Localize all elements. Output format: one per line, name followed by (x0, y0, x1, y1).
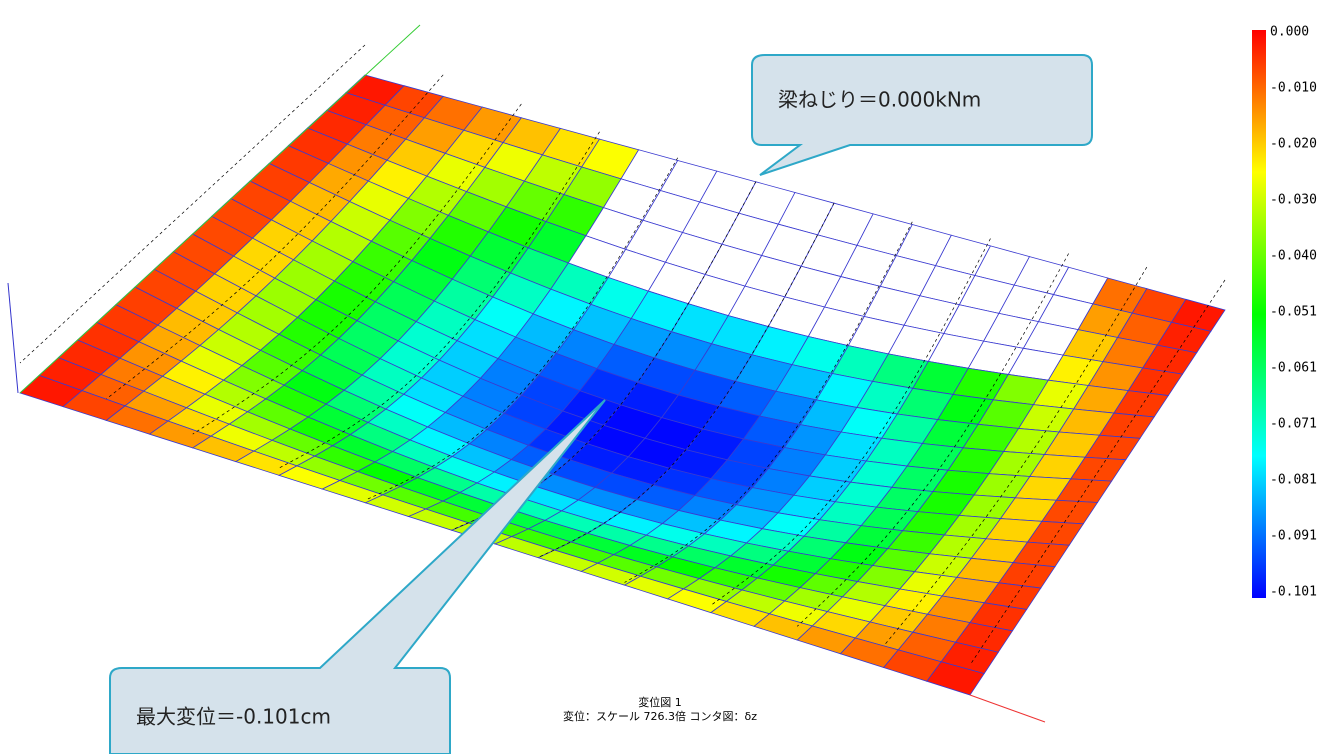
colorbar-label: -0.040 (1270, 249, 1317, 264)
colorbar-labels: 0.000 -0.010 -0.020 -0.030 -0.040 -0.051 -0.06… (1270, 25, 1317, 600)
caption: 変位：スケール 726.3倍 コンタ図：δz (563, 709, 757, 723)
callout-text: 最大変位＝-0.101cm (136, 705, 331, 729)
callout-box (752, 55, 1092, 175)
colorbar-label: -0.071 (1270, 417, 1317, 432)
page: 0.000 -0.010 -0.020 -0.030 -0.040 -0.051 -0.06… (0, 0, 1343, 754)
colorbar-label: -0.091 (1270, 529, 1317, 544)
colorbar-label: -0.081 (1270, 473, 1317, 488)
colorbar-label: 0.000 (1270, 25, 1309, 40)
result-view: 0.000 -0.010 -0.020 -0.030 -0.040 -0.051 -0.06… (0, 0, 1343, 754)
colorbar-label: -0.020 (1270, 137, 1317, 152)
colorbar-label: -0.101 (1270, 585, 1317, 600)
colorbar-label: -0.010 (1270, 81, 1317, 96)
colorbar-label: -0.061 (1270, 361, 1317, 376)
colorbar (1252, 30, 1266, 598)
axis-x (970, 695, 1045, 722)
callout-text: 梁ねじり＝0.000kNm (778, 88, 981, 112)
colorbar-label: -0.051 (1270, 305, 1317, 320)
colorbar-label: -0.030 (1270, 193, 1317, 208)
caption: 変位図 1 (638, 695, 682, 709)
axis-z (8, 283, 18, 393)
